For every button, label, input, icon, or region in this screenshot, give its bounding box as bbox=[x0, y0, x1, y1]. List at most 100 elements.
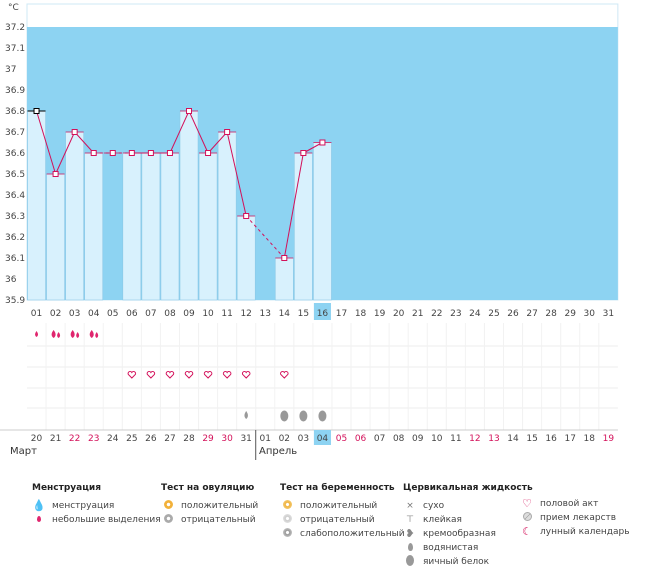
menstruation-icon bbox=[51, 330, 56, 338]
heart-icon bbox=[280, 371, 289, 379]
legend-label: лунный календарь bbox=[540, 527, 630, 537]
temperature-point bbox=[128, 150, 135, 156]
menstruation-icon bbox=[95, 332, 99, 338]
date-label: 22 bbox=[69, 434, 80, 444]
y-tick-label: 36.6 bbox=[5, 149, 25, 159]
temperature-bar bbox=[84, 152, 104, 301]
date-label: 06 bbox=[355, 434, 367, 444]
legend-item-ovulation-negative: отрицательный bbox=[161, 513, 258, 527]
date-label: 19 bbox=[603, 434, 615, 444]
cycle-day-label: 09 bbox=[183, 309, 195, 319]
legend-label: водянистая bbox=[423, 543, 479, 553]
legend-title-cervical: Цервикальная жидкость bbox=[403, 483, 533, 493]
y-tick-label: 36.8 bbox=[5, 107, 25, 117]
legend-label: сухо bbox=[423, 501, 445, 511]
date-label: 31 bbox=[240, 434, 251, 444]
legend-cervical-fluid: Цервикальная жидкость × сухо ⊤ клейкая ❥… bbox=[403, 483, 533, 569]
temperature-bar bbox=[141, 152, 161, 301]
temperature-point bbox=[90, 150, 97, 156]
date-label: 18 bbox=[584, 434, 596, 444]
cycle-day-label: 03 bbox=[69, 309, 80, 319]
date-label: 03 bbox=[298, 434, 309, 444]
legend-item-moon: ☾ лунный календарь bbox=[520, 525, 630, 539]
temperature-bar bbox=[217, 131, 237, 301]
cycle-day-label: 11 bbox=[221, 309, 232, 319]
cycle-day-label: 30 bbox=[584, 309, 596, 319]
spotting-icon bbox=[32, 515, 46, 525]
temperature-point bbox=[224, 129, 231, 135]
date-label: 30 bbox=[221, 434, 233, 444]
heart-icon bbox=[127, 371, 137, 379]
cycle-day-label: 05 bbox=[107, 309, 118, 319]
today-date-highlight bbox=[313, 430, 331, 445]
date-label: 10 bbox=[431, 434, 443, 444]
ovulation-positive-icon bbox=[161, 500, 175, 512]
cycle-day-label: 27 bbox=[526, 309, 537, 319]
current-day-highlight bbox=[313, 303, 331, 320]
legend-item-intercourse: ♡ половой акт bbox=[520, 497, 630, 511]
temperature-bar bbox=[46, 173, 65, 301]
menstruation-icon: 💧 bbox=[32, 499, 46, 512]
heart-icon bbox=[146, 371, 156, 379]
cycle-day-label: 24 bbox=[469, 309, 481, 319]
date-label: 01 bbox=[260, 434, 271, 444]
cycle-day-label: 07 bbox=[145, 309, 156, 319]
pregnancy-weak-icon bbox=[280, 528, 294, 540]
legend-title-pregnancy: Тест на беременность bbox=[280, 483, 395, 493]
temperature-point bbox=[319, 139, 326, 146]
cycle-day-label: 31 bbox=[603, 309, 614, 319]
temperature-point bbox=[243, 213, 250, 219]
temperature-point bbox=[186, 108, 193, 114]
date-label: 05 bbox=[336, 434, 347, 444]
date-label: 12 bbox=[469, 434, 480, 444]
legend-item-pregnancy-positive: положительный bbox=[280, 499, 405, 513]
legend-item-watery: водянистая bbox=[403, 541, 533, 555]
menstruation-icon bbox=[57, 332, 61, 338]
temperature-point bbox=[71, 129, 78, 135]
cycle-day-label: 18 bbox=[355, 309, 367, 319]
temperature-point bbox=[52, 171, 59, 177]
temperature-bar bbox=[160, 152, 180, 301]
watery-drop-icon bbox=[244, 411, 248, 419]
date-label: 24 bbox=[107, 434, 119, 444]
legend-label: отрицательный bbox=[300, 515, 375, 525]
y-tick-label: 36.5 bbox=[5, 170, 25, 180]
legend-pregnancy-test: Тест на беременность положительный отриц… bbox=[280, 483, 405, 541]
y-tick-label: 35.9 bbox=[5, 296, 25, 306]
date-label: 13 bbox=[488, 434, 499, 444]
cycle-day-label: 21 bbox=[412, 309, 423, 319]
temperature-bar bbox=[65, 131, 84, 301]
bbt-chart: °C 37.2 37.1 37 36.9 36.8 36.7 36.6 36.5 36.4 36.3… bbox=[0, 3, 619, 460]
y-tick-label: 37.2 bbox=[5, 23, 25, 33]
date-label: 02 bbox=[279, 434, 290, 444]
pregnancy-positive-icon bbox=[280, 500, 294, 512]
temperature-point bbox=[205, 150, 212, 156]
heart-icon bbox=[222, 371, 232, 379]
date-label: 23 bbox=[88, 434, 99, 444]
cycle-day-label: 17 bbox=[336, 309, 347, 319]
date-label: 07 bbox=[374, 434, 385, 444]
date-label: 27 bbox=[164, 434, 175, 444]
legend-other: ♡ половой акт прием лекарств ☾ лунный ка… bbox=[520, 497, 630, 539]
ovulation-negative-icon bbox=[161, 514, 175, 526]
menstruation-icon bbox=[89, 330, 94, 338]
watery-drop-icon bbox=[403, 542, 417, 554]
temperature-bar bbox=[122, 152, 142, 301]
legend-title-menstruation: Менструация bbox=[32, 483, 101, 493]
date-label: 26 bbox=[145, 434, 157, 444]
heart-icon bbox=[184, 371, 194, 379]
date-label: 17 bbox=[564, 434, 575, 444]
date-label: 08 bbox=[393, 434, 405, 444]
temperature-line-segment bbox=[74, 131, 95, 154]
temperature-line-segment bbox=[36, 110, 57, 175]
cycle-day-label: 19 bbox=[374, 309, 386, 319]
legend-label: слабоположительный bbox=[300, 529, 405, 539]
spotting-icon bbox=[35, 331, 39, 337]
heart-icon bbox=[165, 371, 175, 379]
date-label: 21 bbox=[50, 434, 61, 444]
cycle-day-label: 28 bbox=[545, 309, 557, 319]
legend-label: менструация bbox=[52, 501, 115, 511]
legend-label: кремообразная bbox=[423, 529, 496, 539]
cycle-day-label: 02 bbox=[50, 309, 61, 319]
legend-item-sticky: ⊤ клейкая bbox=[403, 513, 533, 527]
